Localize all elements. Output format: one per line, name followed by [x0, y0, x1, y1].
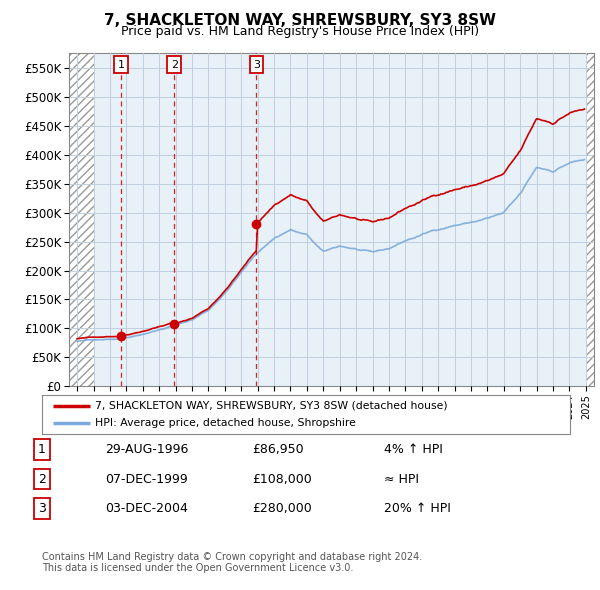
- Text: 7, SHACKLETON WAY, SHREWSBURY, SY3 8SW: 7, SHACKLETON WAY, SHREWSBURY, SY3 8SW: [104, 13, 496, 28]
- Text: 20% ↑ HPI: 20% ↑ HPI: [384, 502, 451, 515]
- Text: Contains HM Land Registry data © Crown copyright and database right 2024.: Contains HM Land Registry data © Crown c…: [42, 552, 422, 562]
- Text: This data is licensed under the Open Government Licence v3.0.: This data is licensed under the Open Gov…: [42, 563, 353, 573]
- Bar: [69, 53, 94, 386]
- Text: £108,000: £108,000: [252, 473, 312, 486]
- Text: 3: 3: [253, 60, 260, 70]
- Text: 07-DEC-1999: 07-DEC-1999: [105, 473, 188, 486]
- Text: 1: 1: [118, 60, 124, 70]
- Text: 1: 1: [38, 443, 46, 456]
- Text: 2: 2: [171, 60, 178, 70]
- Text: ≈ HPI: ≈ HPI: [384, 473, 419, 486]
- Text: 29-AUG-1996: 29-AUG-1996: [105, 443, 188, 456]
- Text: £280,000: £280,000: [252, 502, 312, 515]
- Text: 3: 3: [38, 502, 46, 515]
- Bar: [586, 53, 594, 386]
- Text: £86,950: £86,950: [252, 443, 304, 456]
- Text: 4% ↑ HPI: 4% ↑ HPI: [384, 443, 443, 456]
- Text: 03-DEC-2004: 03-DEC-2004: [105, 502, 188, 515]
- Text: HPI: Average price, detached house, Shropshire: HPI: Average price, detached house, Shro…: [95, 418, 356, 428]
- Text: 7, SHACKLETON WAY, SHREWSBURY, SY3 8SW (detached house): 7, SHACKLETON WAY, SHREWSBURY, SY3 8SW (…: [95, 401, 448, 411]
- Text: 2: 2: [38, 473, 46, 486]
- Text: Price paid vs. HM Land Registry's House Price Index (HPI): Price paid vs. HM Land Registry's House …: [121, 25, 479, 38]
